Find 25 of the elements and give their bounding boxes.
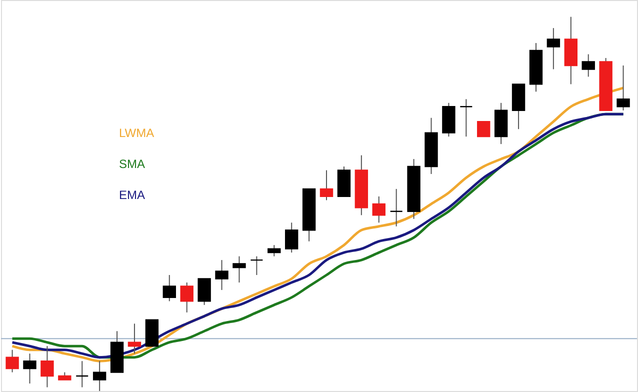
candlestick: [198, 278, 211, 306]
candlestick: [162, 274, 176, 302]
candlestick: [372, 196, 386, 224]
candlestick: [180, 282, 194, 313]
candlestick: [250, 256, 264, 276]
text: LWMA: [119, 126, 154, 140]
candlestick: [23, 353, 36, 384]
candlestick: [6, 349, 19, 373]
candlestick: [40, 346, 54, 388]
candlestick: [128, 323, 142, 354]
text: SMA: [119, 157, 146, 171]
candlestick: [477, 121, 490, 138]
text: EMA: [119, 188, 146, 202]
candlestick: [582, 54, 595, 78]
candlestick: [284, 222, 298, 254]
candlestick: [232, 256, 246, 283]
candlestick: [390, 188, 403, 227]
candlestick: [92, 360, 106, 392]
candlestick: [76, 360, 89, 388]
candlestick: [616, 64, 630, 111]
candlestick: [460, 98, 473, 138]
candlestick: [215, 260, 228, 290]
candlestick: [268, 244, 281, 257]
candlestick: [546, 28, 560, 70]
candlestick: [320, 170, 334, 201]
